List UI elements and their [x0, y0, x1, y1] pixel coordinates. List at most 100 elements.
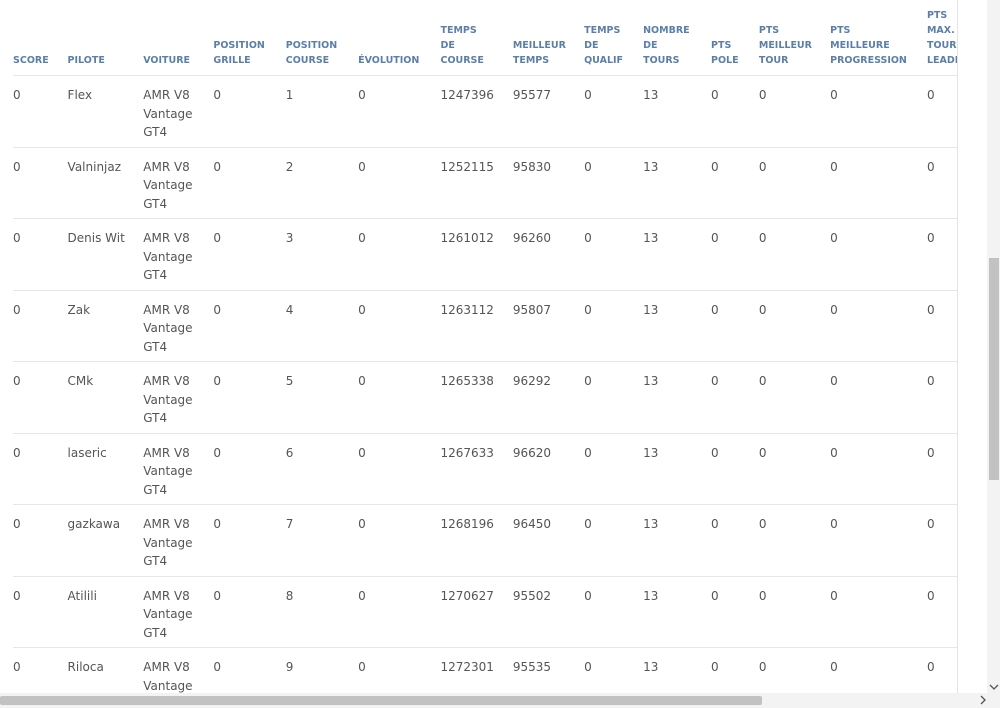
cell-text: 0	[13, 588, 21, 603]
column-header-text: ÉVOLUTION	[358, 55, 420, 66]
table-cell: 0	[758, 361, 831, 433]
table-cell: AMR V8 Vantage GT4	[143, 575, 214, 648]
table-cell: 0	[584, 218, 644, 290]
cell-text: 13	[643, 231, 659, 245]
column-header: PTS MEILLEUR TOUR	[759, 0, 830, 76]
table-cell: 0	[926, 504, 957, 576]
table-cell: 1268196	[440, 504, 513, 576]
cell-text: 0	[830, 302, 838, 317]
table-cell: 0	[926, 146, 957, 219]
cell-text: 0	[926, 231, 935, 245]
cell-text: 0	[830, 88, 838, 102]
table-body: 0 Flex AMR V8 Vantage GT4 0 1 0 1247396 95577 0 1…	[13, 75, 957, 693]
table-cell: 0	[358, 432, 441, 505]
table-cell: 0	[758, 647, 831, 693]
scroll-down-arrow[interactable]	[988, 682, 1000, 692]
table-cell: 0	[584, 432, 644, 505]
table-cell: 0	[213, 75, 286, 147]
cell-text: 0	[926, 374, 935, 388]
cell-text: 0	[926, 660, 935, 674]
column-header-text: TEMPS DE COURSE	[440, 25, 484, 66]
table-cell: 95830	[512, 146, 585, 219]
table-cell: 0	[213, 289, 286, 362]
table-cell: Riloca	[67, 647, 144, 693]
cell-text: 0	[584, 660, 592, 674]
cell-text: 0	[758, 660, 767, 674]
cell-text: 96292	[512, 374, 552, 388]
cell-text: AMR V8 Vantage GT4	[143, 374, 193, 425]
cell-text: 0	[758, 374, 767, 388]
header-row: SCORE PILOTE VOITURE POSITION GRILLE POSITIO…	[13, 0, 957, 76]
table-cell: 6	[285, 432, 359, 505]
cell-text: 0	[358, 88, 366, 102]
cell-text: 0	[711, 88, 719, 102]
table-cell: 96450	[512, 504, 585, 576]
cell-text: 0	[830, 445, 838, 460]
cell-text: 0	[584, 159, 592, 174]
table-cell: 1	[285, 75, 359, 147]
cell-text: 0	[711, 588, 719, 603]
table-cell: AMR V8 Vantage GT4	[143, 504, 214, 576]
cell-text: 0	[584, 588, 592, 603]
cell-text: 0	[711, 302, 719, 317]
cell-text: Valninjaz	[67, 159, 122, 174]
cell-text: 2	[285, 159, 294, 174]
table-cell: 0	[358, 575, 441, 648]
column-header: TEMPS DE QUALIF	[584, 0, 643, 76]
column-header: ÉVOLUTION	[358, 0, 440, 76]
table-cell: 0	[13, 575, 68, 648]
table-cell: 0	[358, 218, 441, 290]
table-cell: 0	[213, 647, 286, 693]
table-cell: AMR V8 Vantage GT4	[143, 289, 214, 362]
table-cell: 0	[711, 75, 759, 147]
table-cell: 96620	[512, 432, 585, 505]
table-cell: 0	[926, 361, 957, 433]
cell-text: 0	[926, 88, 935, 102]
column-header: PTS MEILLEURE PROGRESSION	[830, 0, 927, 76]
table-cell: 0	[758, 432, 831, 505]
table-viewport: SCORE PILOTE VOITURE POSITION GRILLE POSITIO…	[13, 0, 958, 693]
vertical-scroll-thumb[interactable]	[989, 258, 999, 480]
table-cell: 0	[584, 647, 644, 693]
cell-text: 1252115	[440, 159, 494, 174]
table-cell: AMR V8 Vantage GT4	[143, 647, 214, 693]
cell-text: 5	[285, 374, 294, 388]
column-header-text: PTS MEILLEURE PROGRESSION	[830, 25, 907, 66]
table-row: 0 gazkawa AMR V8 Vantage GT4 0 7 0 1268196 9645…	[13, 504, 957, 576]
table-cell: 0	[584, 575, 644, 648]
cell-text: 0	[213, 660, 222, 674]
column-header: POSITION GRILLE	[213, 0, 285, 76]
table-cell: AMR V8 Vantage GT4	[143, 218, 214, 290]
cell-text: AMR V8 Vantage GT4	[143, 445, 193, 497]
table-cell: 0	[758, 504, 831, 576]
table-cell: 95577	[512, 75, 585, 147]
cell-text: 0	[358, 588, 366, 603]
cell-text: 0	[711, 374, 719, 388]
table-row: 0 Riloca AMR V8 Vantage GT4 0 9 0 1272301 95535…	[13, 647, 957, 693]
table-cell: 0	[926, 647, 957, 693]
cell-text: Atilili	[67, 588, 97, 603]
table-cell: 1265338	[440, 361, 513, 433]
cell-text: 0	[926, 588, 935, 603]
scroll-right-arrow[interactable]	[978, 694, 988, 706]
table-cell: 0	[13, 504, 68, 576]
horizontal-scroll-thumb[interactable]	[0, 696, 762, 705]
cell-text: 0	[758, 517, 767, 531]
cell-text: AMR V8 Vantage GT4	[143, 159, 193, 211]
cell-text: 96450	[512, 517, 552, 531]
cell-text: 1263112	[440, 302, 494, 317]
table-cell: 0	[13, 146, 68, 219]
cell-text: 0	[758, 302, 767, 317]
cell-text: 95830	[512, 159, 552, 174]
table-cell: Atilili	[67, 575, 144, 648]
cell-text: 0	[830, 374, 838, 388]
table-row: 0 Atilili AMR V8 Vantage GT4 0 8 0 1270627 9550…	[13, 575, 957, 648]
cell-text: 6	[285, 445, 294, 460]
table-cell: 0	[926, 289, 957, 362]
table-cell: 0	[584, 146, 644, 219]
column-header: NOMBRE DE TOURS	[643, 0, 711, 76]
table-cell: 0	[830, 75, 927, 147]
cell-text: 95535	[512, 660, 552, 674]
cell-text: 4	[285, 302, 294, 317]
cell-text: 13	[643, 660, 659, 674]
